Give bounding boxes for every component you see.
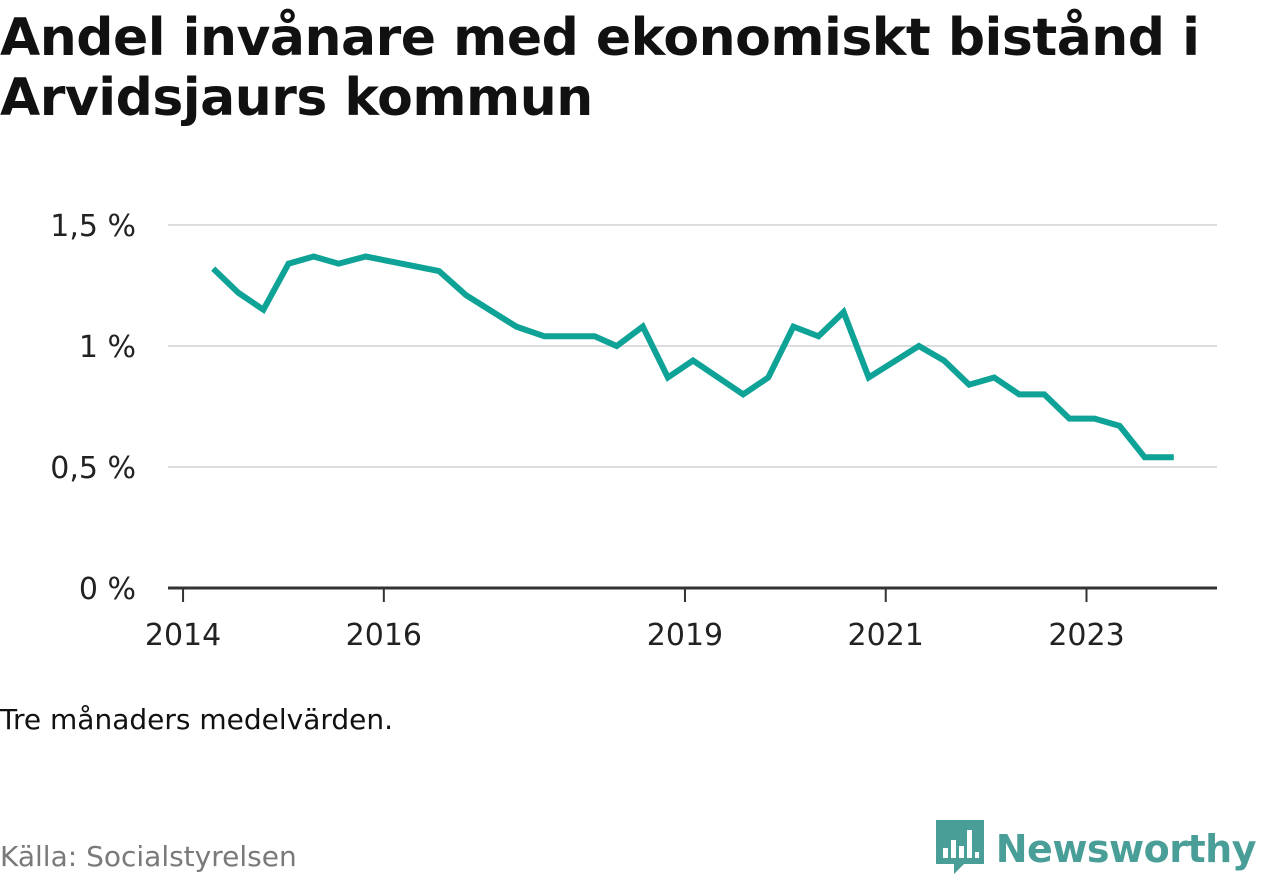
series-line: [211, 253, 1174, 461]
y-axis-ticks: 0 % 0,5 % 1 % 1,5 %: [50, 209, 136, 607]
gridlines: [168, 224, 1217, 468]
line-chart: 0 % 0,5 % 1 % 1,5 % 2014 2016 2019 2021 2023: [50, 209, 1217, 653]
x-tick-label: 2014: [145, 618, 221, 653]
y-tick-label: 1,5 %: [50, 209, 136, 244]
x-tick-label: 2016: [346, 618, 422, 653]
brand-logo: Newsworthy: [934, 818, 1257, 880]
x-tick-label: 2019: [647, 618, 723, 653]
series-layer: [211, 253, 1174, 461]
chart-title: Andel invånare med ekonomiskt bistånd i …: [0, 8, 1200, 128]
chart-note: Tre månaders medelvärden.: [0, 703, 394, 736]
y-tick-label: 0,5 %: [50, 451, 136, 486]
y-tick-label: 0 %: [79, 572, 136, 607]
brand-name: Newsworthy: [995, 827, 1257, 871]
source-credit: Källa: Socialstyrelsen: [0, 840, 297, 873]
x-tick-label: 2021: [848, 618, 924, 653]
x-tick-label: 2023: [1048, 618, 1124, 653]
newsworthy-logo-icon: [934, 818, 986, 880]
y-tick-label: 1 %: [79, 330, 136, 365]
x-axis-ticks: 2014 2016 2019 2021 2023: [145, 588, 1125, 653]
